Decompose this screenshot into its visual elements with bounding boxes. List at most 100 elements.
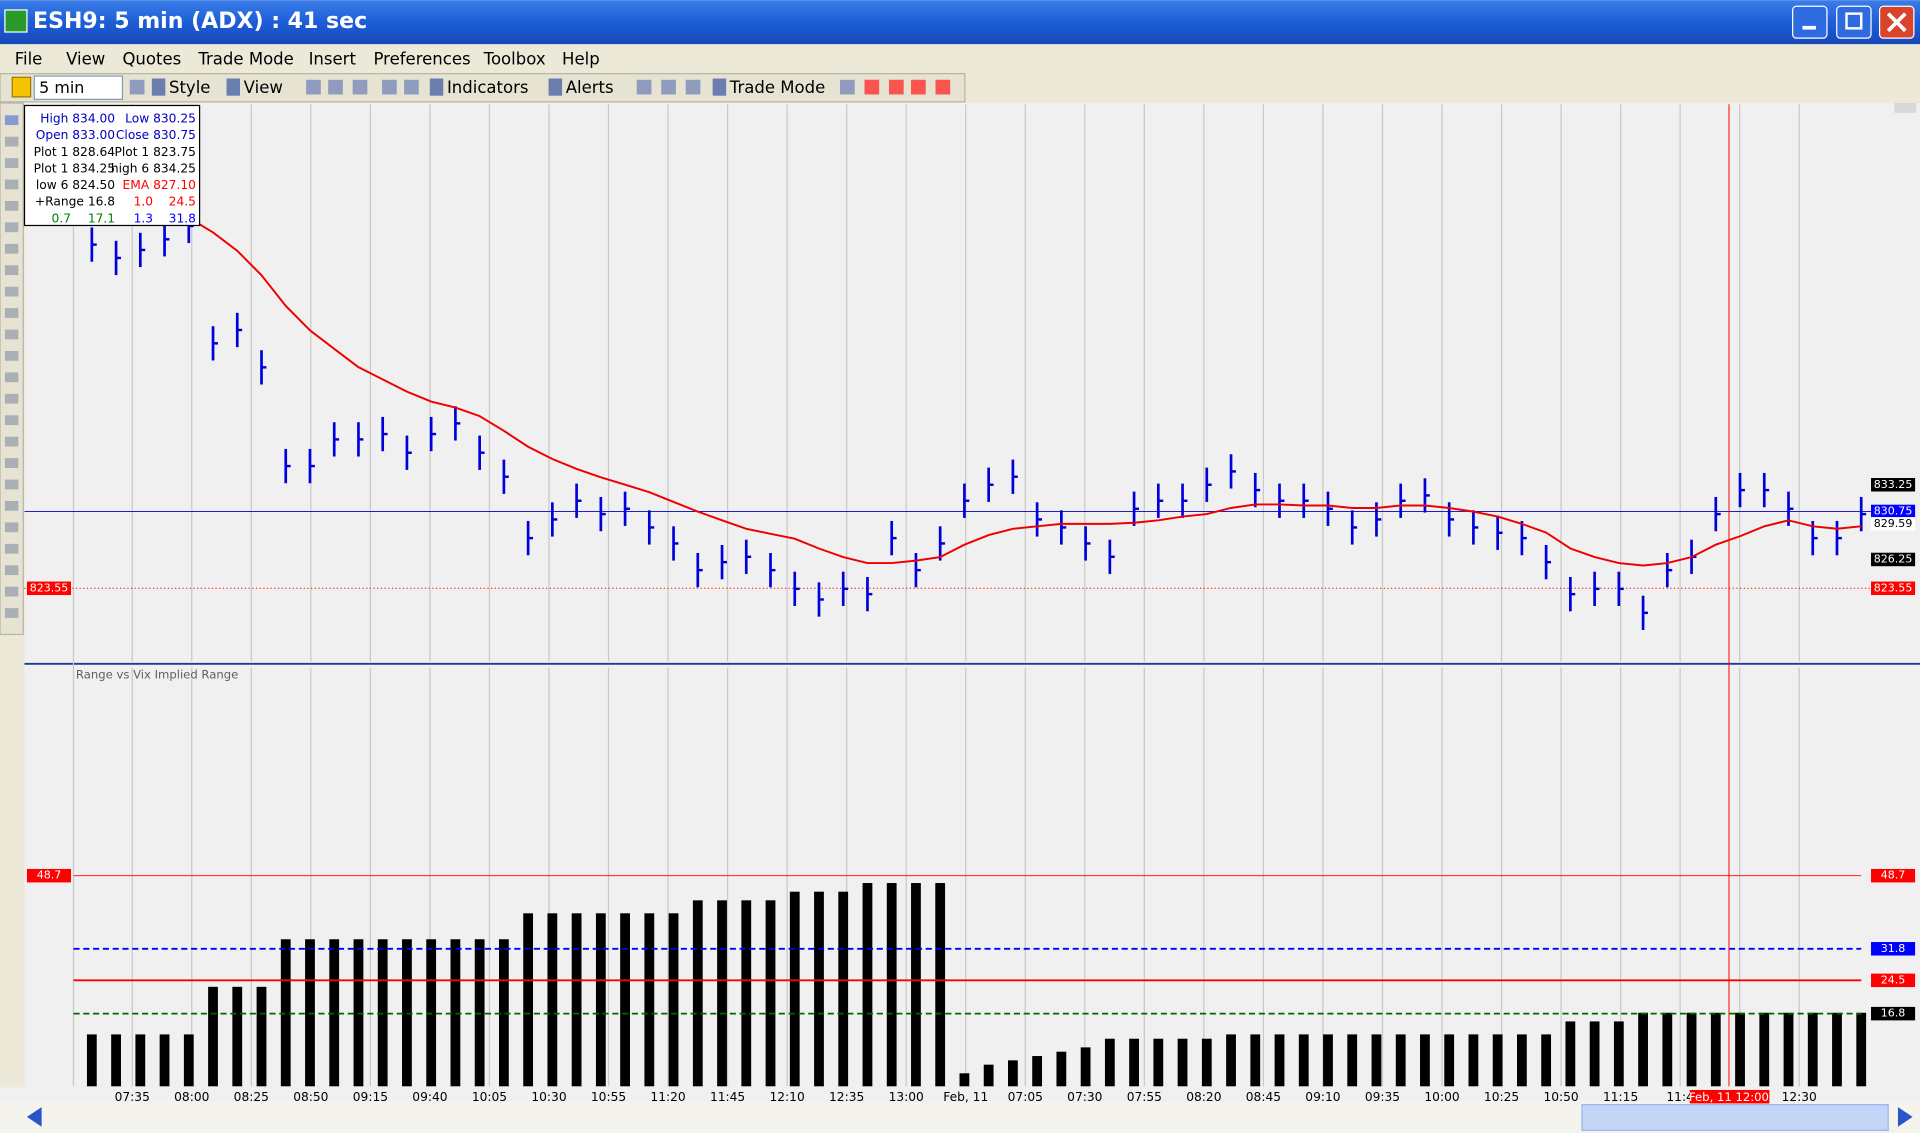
scroll-thumb[interactable] bbox=[1581, 1104, 1889, 1131]
toolbar-icon[interactable] bbox=[840, 79, 855, 95]
value-tag bbox=[1871, 942, 1916, 956]
range-bar bbox=[1153, 1038, 1164, 1087]
drawing-tool[interactable] bbox=[4, 265, 19, 276]
drawing-tool[interactable] bbox=[4, 500, 19, 511]
price-tag-label: 823.55 bbox=[30, 581, 69, 594]
range-bar bbox=[159, 1034, 170, 1087]
drawing-tool[interactable] bbox=[4, 222, 19, 233]
range-bar bbox=[1807, 1012, 1818, 1087]
drawing-tool[interactable] bbox=[4, 286, 19, 297]
menu-item[interactable]: Trade Mode bbox=[197, 50, 293, 69]
toolbar-icon[interactable] bbox=[306, 79, 321, 95]
toolbar-icon[interactable] bbox=[911, 79, 926, 95]
range-bar bbox=[789, 891, 800, 1087]
maximize-button[interactable] bbox=[1836, 5, 1872, 39]
range-bar bbox=[595, 913, 606, 1087]
toolbar-icon[interactable] bbox=[382, 79, 397, 95]
drawing-tool[interactable] bbox=[4, 586, 19, 597]
drawing-tool[interactable] bbox=[4, 608, 19, 618]
toolbar-button[interactable]: Indicators bbox=[447, 78, 529, 97]
range-bar bbox=[1347, 1034, 1358, 1087]
range-bar bbox=[983, 1064, 994, 1087]
toolbar-icon bbox=[712, 78, 727, 96]
x-tick-label: 09:40 bbox=[412, 1090, 447, 1104]
value-tag bbox=[1871, 973, 1916, 988]
toolbar-icon[interactable] bbox=[864, 79, 880, 95]
range-bar bbox=[523, 913, 534, 1087]
drawing-tool[interactable] bbox=[4, 522, 19, 533]
drawing-tool[interactable] bbox=[4, 415, 19, 426]
x-tick-label: 11:45 bbox=[710, 1090, 745, 1104]
price-pane bbox=[24, 103, 1920, 664]
toolbar-icon[interactable] bbox=[404, 79, 419, 95]
info-cell: +Range 16.8 bbox=[35, 195, 115, 209]
menu-item[interactable]: Toolbox bbox=[483, 50, 546, 69]
menu-item[interactable]: Preferences bbox=[373, 50, 470, 69]
drawing-tool[interactable] bbox=[4, 393, 19, 404]
toolbar-icon[interactable] bbox=[935, 79, 951, 95]
range-bar bbox=[547, 913, 558, 1087]
toolbar-button[interactable]: Alerts bbox=[566, 78, 614, 97]
x-tick-label: 12:30 bbox=[1782, 1090, 1817, 1104]
drawing-tool[interactable] bbox=[4, 479, 19, 490]
scroll-left[interactable] bbox=[26, 1107, 42, 1127]
value-tag-label: 48.7 bbox=[1881, 869, 1906, 882]
toolbar-icon bbox=[548, 78, 563, 96]
interval-box[interactable] bbox=[33, 75, 124, 100]
range-bar bbox=[256, 986, 267, 1087]
menu-item[interactable]: Insert bbox=[309, 50, 357, 69]
menu-item[interactable]: Quotes bbox=[122, 50, 181, 69]
drawing-tool[interactable] bbox=[4, 179, 19, 190]
drawing-tool[interactable] bbox=[4, 158, 19, 168]
range-bar bbox=[86, 1034, 97, 1087]
close-icon bbox=[1886, 12, 1907, 33]
drawing-tool[interactable] bbox=[4, 136, 19, 147]
range-bar bbox=[183, 1034, 194, 1087]
range-bar bbox=[1323, 1034, 1333, 1087]
x-tick-label: 07:55 bbox=[1127, 1090, 1162, 1104]
info-box bbox=[23, 104, 201, 227]
range-bar bbox=[208, 986, 218, 1087]
info-cell: 1.0 bbox=[134, 195, 153, 209]
range-bar bbox=[450, 939, 461, 1087]
x-tick-label: 07:05 bbox=[1008, 1090, 1043, 1104]
drawing-tool[interactable] bbox=[4, 350, 19, 361]
drawing-tool[interactable] bbox=[4, 565, 19, 576]
toolbar-icon[interactable] bbox=[352, 79, 368, 95]
toolbar-button[interactable]: Style bbox=[169, 78, 210, 97]
drawing-tool[interactable] bbox=[4, 372, 19, 383]
minimize-button[interactable] bbox=[1792, 5, 1828, 39]
x-tick-label: 08:25 bbox=[234, 1090, 269, 1104]
x-tick-label: 11:4 bbox=[1666, 1090, 1694, 1104]
drawing-tool[interactable] bbox=[4, 115, 19, 126]
drawing-tool[interactable] bbox=[4, 308, 19, 318]
toolbar-icon[interactable] bbox=[685, 79, 701, 95]
x-tick-label: 10:30 bbox=[531, 1090, 566, 1104]
range-bar bbox=[886, 883, 897, 1087]
drawing-tool[interactable] bbox=[4, 200, 19, 211]
toolbar-button[interactable]: Trade Mode bbox=[729, 78, 825, 97]
toolbar-icon[interactable] bbox=[328, 79, 343, 95]
value-tag bbox=[1871, 868, 1916, 883]
menu-item[interactable]: Help bbox=[562, 50, 600, 69]
scroll-right[interactable] bbox=[1897, 1107, 1913, 1127]
title-bar bbox=[0, 0, 1920, 45]
menu-item[interactable]: View bbox=[66, 50, 105, 69]
menu-item[interactable]: File bbox=[15, 50, 43, 69]
toolbar-icon[interactable] bbox=[129, 79, 145, 95]
range-bar bbox=[741, 900, 752, 1087]
toolbar-button[interactable]: View bbox=[244, 78, 283, 97]
drawing-tool[interactable] bbox=[4, 243, 19, 254]
toolbar-icon[interactable] bbox=[661, 79, 676, 95]
toolbar-icon[interactable] bbox=[888, 79, 904, 95]
range-bar bbox=[1541, 1034, 1552, 1087]
drawing-tool[interactable] bbox=[4, 436, 19, 447]
drawing-tool[interactable] bbox=[4, 543, 19, 554]
toolbar-icon[interactable] bbox=[636, 79, 652, 95]
drawing-tool[interactable] bbox=[4, 329, 19, 340]
drawing-tool[interactable] bbox=[4, 458, 19, 468]
range-bar bbox=[1468, 1034, 1479, 1087]
range-bar bbox=[1395, 1034, 1406, 1087]
scroll-arrows[interactable] bbox=[1894, 103, 1917, 113]
